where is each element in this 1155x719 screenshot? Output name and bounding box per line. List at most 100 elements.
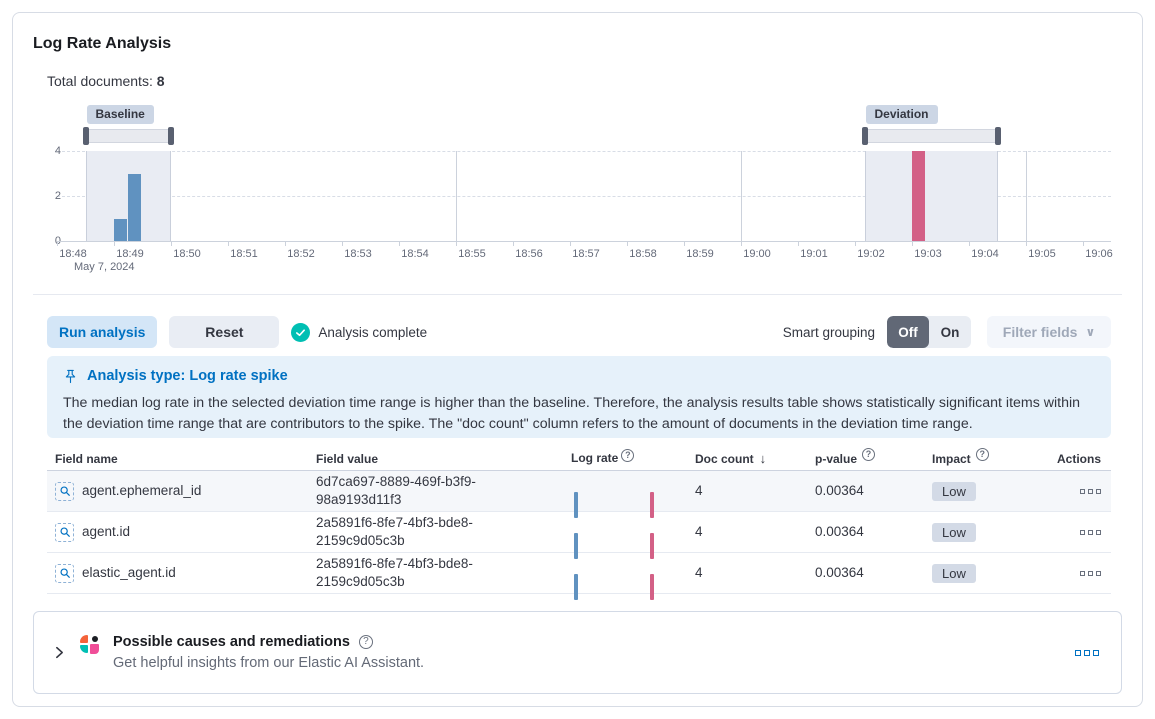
- x-axis-label: 18:58: [629, 248, 657, 260]
- total-documents-label: Total documents:: [47, 73, 153, 89]
- toolbar: Run analysis Reset Analysis complete Sma…: [47, 316, 1111, 348]
- smart-grouping-toggle: Off On: [887, 316, 971, 348]
- document-count-chart: 42018:4818:4918:5018:5118:5218:5318:5418…: [13, 101, 1142, 286]
- smart-grouping-on-button[interactable]: On: [940, 324, 960, 340]
- x-axis-line: [57, 241, 1111, 242]
- x-tick: [285, 241, 286, 246]
- toolbar-right: Smart grouping Off On Filter fields ∨: [783, 316, 1111, 348]
- x-tick: [798, 241, 799, 246]
- row-actions-icon[interactable]: [1080, 570, 1101, 576]
- filter-fields-button[interactable]: Filter fields ∨: [987, 316, 1111, 348]
- pin-icon: [63, 369, 78, 384]
- x-axis-label: 18:50: [173, 248, 201, 260]
- x-axis-label: 18:59: [686, 248, 714, 260]
- deviation-brush[interactable]: [864, 129, 998, 143]
- table-row: agent.id 2a5891f6-8fe7-4bf3-bde8-2159c9d…: [47, 512, 1111, 559]
- x-tick: [1026, 241, 1027, 246]
- field-value: 2a5891f6-8fe7-4bf3-bde8-2159c9d05c3b: [316, 514, 473, 548]
- x-tick: [627, 241, 628, 246]
- baseline-brush[interactable]: [85, 129, 171, 143]
- x-gridline: [741, 151, 742, 241]
- table-row: agent.ephemeral_id 6d7ca697-8889-469f-b3…: [47, 471, 1111, 518]
- page-title: Log Rate Analysis: [33, 35, 172, 52]
- log-rate-analysis-panel: Log Rate Analysis Total documents: 8 4 2 0…: [12, 12, 1143, 707]
- doc-count: 4: [695, 523, 703, 539]
- results-table: Field name Field value Log rate? Doc cou…: [47, 447, 1111, 600]
- deviation-brush-right-handle[interactable]: [994, 127, 1001, 145]
- x-tick: [684, 241, 685, 246]
- field-name: elastic_agent.id: [82, 564, 176, 580]
- analysis-status-label: Analysis complete: [318, 324, 428, 340]
- col-header-log-rate[interactable]: Log rate?: [567, 449, 683, 466]
- p-value: 0.00364: [815, 564, 864, 580]
- x-axis-label: 18:55: [458, 248, 486, 260]
- x-tick: [342, 241, 343, 246]
- x-axis-date-label: May 7, 2024: [74, 261, 135, 273]
- x-tick: [114, 241, 115, 246]
- x-tick: [228, 241, 229, 246]
- chevron-right-icon[interactable]: [50, 644, 68, 662]
- x-axis-label: 19:04: [971, 248, 999, 260]
- field-filter-icon[interactable]: [55, 563, 74, 583]
- possible-causes-accordion: Possible causes and remediations ? Get h…: [33, 611, 1122, 694]
- row-actions-icon[interactable]: [1080, 529, 1101, 535]
- field-filter-icon[interactable]: [55, 481, 74, 501]
- col-header-actions: Actions: [1056, 451, 1101, 466]
- field-filter-icon[interactable]: [55, 522, 74, 542]
- accordion-title: Possible causes and remediations: [113, 634, 350, 650]
- analysis-type-callout: Analysis type: Log rate spike The median…: [47, 356, 1111, 438]
- deviation-badge: Deviation: [865, 105, 938, 124]
- col-header-p-value[interactable]: p-value?: [803, 448, 920, 466]
- impact-badge: Low: [932, 481, 976, 501]
- log-rate-info-icon[interactable]: ?: [621, 449, 635, 462]
- y-axis-label: 4: [54, 145, 61, 157]
- accordion-actions-icon[interactable]: [1075, 649, 1099, 656]
- impact-info-icon[interactable]: ?: [975, 448, 989, 461]
- deviation-region: [864, 151, 998, 241]
- x-tick: [570, 241, 571, 246]
- baseline-brush-right-handle[interactable]: [168, 127, 174, 145]
- x-tick: [741, 241, 742, 246]
- y-axis-label: 2: [54, 190, 61, 202]
- impact-badge: Low: [932, 563, 976, 583]
- deviation-mini-bar: [650, 533, 654, 559]
- deviation-brush-left-handle[interactable]: [861, 127, 868, 145]
- x-axis-label: 18:53: [344, 248, 372, 260]
- x-tick: [969, 241, 970, 246]
- x-axis-label: 19:05: [1028, 248, 1056, 260]
- bar-baseline: [128, 173, 142, 241]
- x-tick: [912, 241, 913, 246]
- field-name: agent.id: [82, 523, 131, 539]
- p-value-info-icon[interactable]: ?: [862, 448, 876, 461]
- doc-count: 4: [695, 482, 703, 498]
- row-actions-icon[interactable]: [1080, 488, 1101, 494]
- x-axis-label: 18:57: [572, 248, 600, 260]
- callout-title: Analysis type: Log rate spike: [87, 368, 288, 384]
- x-axis-label: 18:54: [401, 248, 429, 260]
- run-analysis-button[interactable]: Run analysis: [47, 316, 158, 348]
- x-gridline: [456, 151, 457, 241]
- table-header-row: Field name Field value Log rate? Doc cou…: [47, 447, 1111, 471]
- callout-title-row: Analysis type: Log rate spike: [63, 368, 1095, 384]
- help-icon[interactable]: ?: [358, 635, 373, 649]
- chevron-down-icon: ∨: [1085, 325, 1096, 339]
- col-header-doc-count[interactable]: Doc count ↓: [695, 451, 767, 466]
- x-tick: [456, 241, 457, 246]
- x-axis-label: 19:00: [743, 248, 771, 260]
- toolbar-left: Run analysis Reset Analysis complete: [47, 316, 427, 348]
- col-header-impact[interactable]: Impact?: [920, 448, 1030, 466]
- bar-deviation: [912, 151, 925, 241]
- reset-button[interactable]: Reset: [169, 316, 280, 348]
- x-axis-label: 18:49: [116, 248, 144, 260]
- x-axis-label: 18:48: [59, 248, 87, 260]
- analysis-status: Analysis complete: [291, 322, 428, 342]
- check-icon: [291, 322, 311, 342]
- x-axis-label: 18:52: [287, 248, 315, 260]
- smart-grouping-off-button[interactable]: Off: [887, 316, 929, 348]
- baseline-brush-left-handle[interactable]: [82, 127, 89, 145]
- deviation-mini-bar: [650, 574, 654, 600]
- filter-fields-label: Filter fields: [1002, 324, 1078, 340]
- x-axis-label: 19:06: [1085, 248, 1113, 260]
- x-tick: [1083, 241, 1084, 246]
- x-tick: [57, 241, 58, 246]
